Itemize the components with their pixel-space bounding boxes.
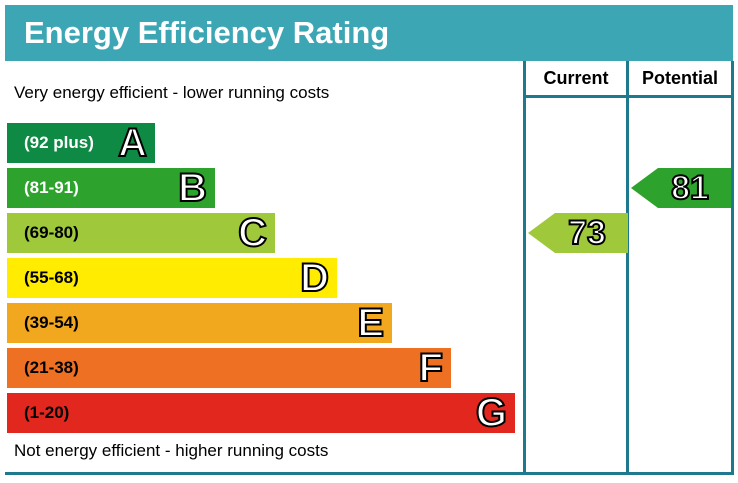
current-rating-value: 73 bbox=[567, 213, 607, 253]
band-range-label: (21-38) bbox=[24, 358, 79, 377]
chart-title-banner: Energy Efficiency Rating bbox=[5, 5, 733, 61]
chart-right-border bbox=[731, 61, 734, 475]
chart-bottom-border bbox=[5, 472, 734, 475]
band-row-b: (81-91) B bbox=[7, 166, 215, 210]
band-letter: F bbox=[418, 346, 444, 390]
chart-title: Energy Efficiency Rating bbox=[24, 15, 390, 50]
band-range-label: (92 plus) bbox=[24, 133, 94, 152]
band-row-a: (92 plus) A bbox=[7, 121, 155, 165]
current-rating-arrow: 73 bbox=[528, 213, 628, 253]
potential-rating-value: 81 bbox=[670, 168, 710, 208]
current-column-left-border bbox=[523, 61, 526, 475]
band-row-c: (69-80) C bbox=[7, 211, 275, 255]
top-note: Very energy efficient - lower running co… bbox=[14, 83, 330, 102]
band-letter: A bbox=[117, 121, 148, 165]
band-row-f: (21-38) F bbox=[7, 346, 451, 390]
band-row-g: (1-20) G bbox=[7, 391, 515, 435]
band-row-d: (55-68) D bbox=[7, 256, 337, 300]
band-letter: D bbox=[299, 256, 330, 300]
potential-column-header: Potential bbox=[641, 68, 718, 88]
current-column-header: Current bbox=[543, 68, 609, 88]
bands: (92 plus) A (81-91) B (69-80) C (55-68) D (39-54… bbox=[7, 121, 515, 438]
band-row-e: (39-54) E bbox=[7, 301, 392, 345]
band-letter: B bbox=[177, 166, 208, 210]
column-divider bbox=[626, 61, 629, 475]
header-underline bbox=[523, 95, 734, 98]
band-range-label: (69-80) bbox=[24, 223, 79, 242]
band-range-label: (81-91) bbox=[24, 178, 79, 197]
band-range-label: (55-68) bbox=[24, 268, 79, 287]
band-range-label: (1-20) bbox=[24, 403, 70, 422]
potential-rating-arrow: 81 bbox=[631, 168, 731, 208]
bottom-note: Not energy efficient - higher running co… bbox=[14, 441, 329, 460]
band-letter: E bbox=[356, 301, 385, 345]
band-range-label: (39-54) bbox=[24, 313, 79, 332]
band-letter: C bbox=[237, 211, 268, 255]
band-letter: G bbox=[475, 391, 508, 435]
